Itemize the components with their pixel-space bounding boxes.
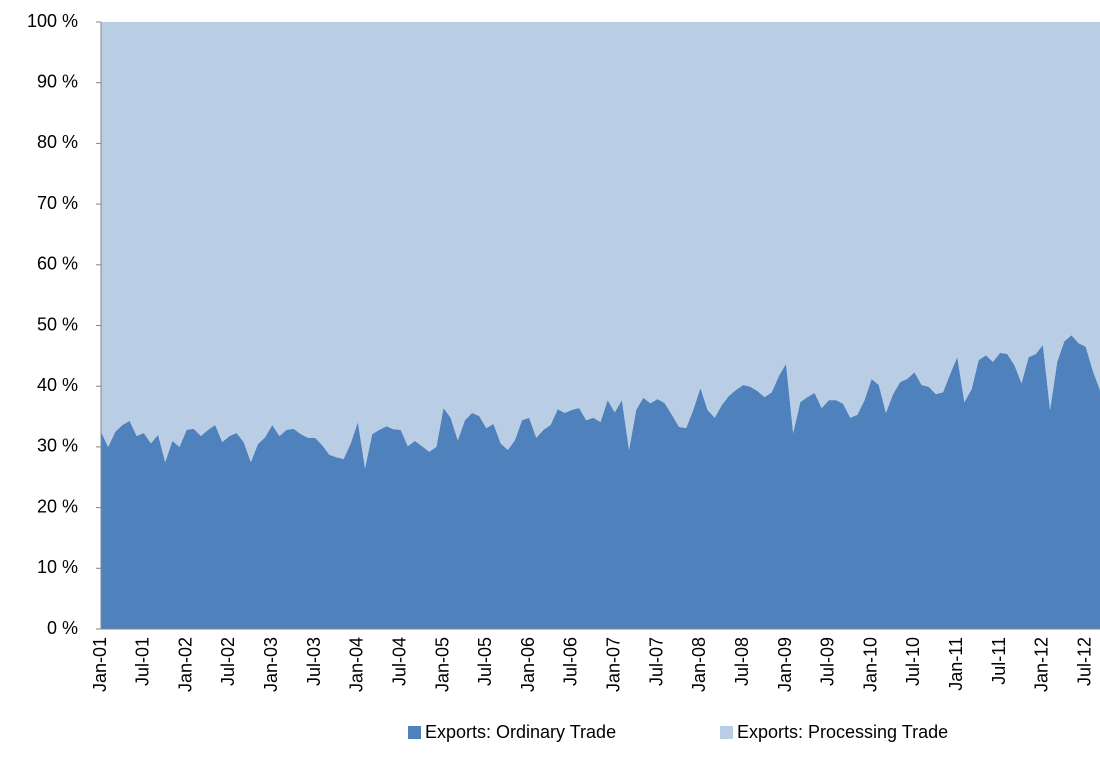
area	[101, 335, 1100, 629]
legend-swatch	[408, 726, 421, 739]
x-tick-label: Jul-05	[475, 637, 495, 686]
x-tick-label: Jan-07	[604, 637, 624, 692]
x-tick-label: Jan-12	[1032, 637, 1052, 692]
x-tick-label: Jul-09	[818, 637, 838, 686]
y-tick-label: 70 %	[37, 193, 78, 213]
x-tick-label: Jul-12	[1074, 637, 1094, 686]
x-tick-label: Jan-08	[689, 637, 709, 692]
y-tick-label: 50 %	[37, 314, 78, 334]
x-tick-label: Jan-02	[175, 637, 195, 692]
x-tick-label: Jul-03	[304, 637, 324, 686]
x-tick-label: Jan-09	[775, 637, 795, 692]
legend-label: Exports: Ordinary Trade	[425, 722, 616, 742]
y-tick-label: 30 %	[37, 436, 78, 456]
x-tick-label: Jul-11	[989, 637, 1009, 685]
y-tick-label: 40 %	[37, 375, 78, 395]
x-tick-label: Jan-03	[261, 637, 281, 692]
legend-swatch	[720, 726, 733, 739]
x-tick-label: Jul-02	[218, 637, 238, 686]
x-tick-label: Jan-06	[518, 637, 538, 692]
x-tick-label: Jan-04	[347, 637, 367, 692]
x-tick-label: Jan-10	[860, 637, 880, 692]
y-tick-label: 80 %	[37, 132, 78, 152]
x-tick-label: Jan-11	[946, 637, 966, 691]
y-tick-label: 60 %	[37, 254, 78, 274]
legend-label: Exports: Processing Trade	[737, 722, 948, 742]
x-tick-label: Jul-06	[561, 637, 581, 686]
x-tick-label: Jul-07	[646, 637, 666, 686]
area	[101, 22, 1100, 469]
x-tick-label: Jul-08	[732, 637, 752, 686]
y-tick-label: 20 %	[37, 496, 78, 516]
y-tick-label: 10 %	[37, 557, 78, 577]
x-tick-label: Jan-01	[90, 637, 110, 692]
y-tick-label: 90 %	[37, 71, 78, 91]
x-tick-label: Jul-04	[389, 637, 409, 686]
x-tick-label: Jul-10	[903, 637, 923, 686]
y-tick-label: 100 %	[27, 11, 78, 31]
x-tick-label: Jan-05	[432, 637, 452, 692]
y-tick-label: 0 %	[47, 618, 78, 638]
x-tick-label: Jul-01	[133, 637, 153, 686]
